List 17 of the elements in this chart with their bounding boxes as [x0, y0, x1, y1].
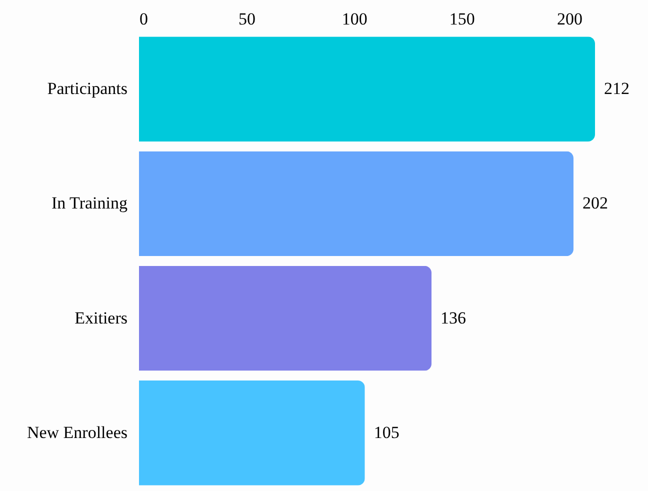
y-tick-label: Exitiers [74, 308, 128, 328]
bar [139, 266, 432, 371]
x-tick-label: 150 [449, 10, 475, 28]
y-tick-label: New Enrollees [26, 422, 128, 442]
x-tick-label: 200 [556, 10, 582, 28]
x-tick-label: 0 [140, 10, 148, 28]
y-tick-label: In Training [51, 194, 128, 213]
data-label: 136 [440, 308, 466, 328]
data-label: 212 [604, 79, 630, 98]
y-tick-label: Participants [47, 79, 128, 98]
data-label: 202 [582, 194, 608, 213]
bar [139, 380, 365, 486]
data-label: 105 [374, 422, 400, 442]
x-tick-label: 100 [342, 10, 368, 28]
bar [139, 151, 574, 256]
bar [139, 36, 595, 142]
x-tick-label: 50 [238, 10, 256, 28]
